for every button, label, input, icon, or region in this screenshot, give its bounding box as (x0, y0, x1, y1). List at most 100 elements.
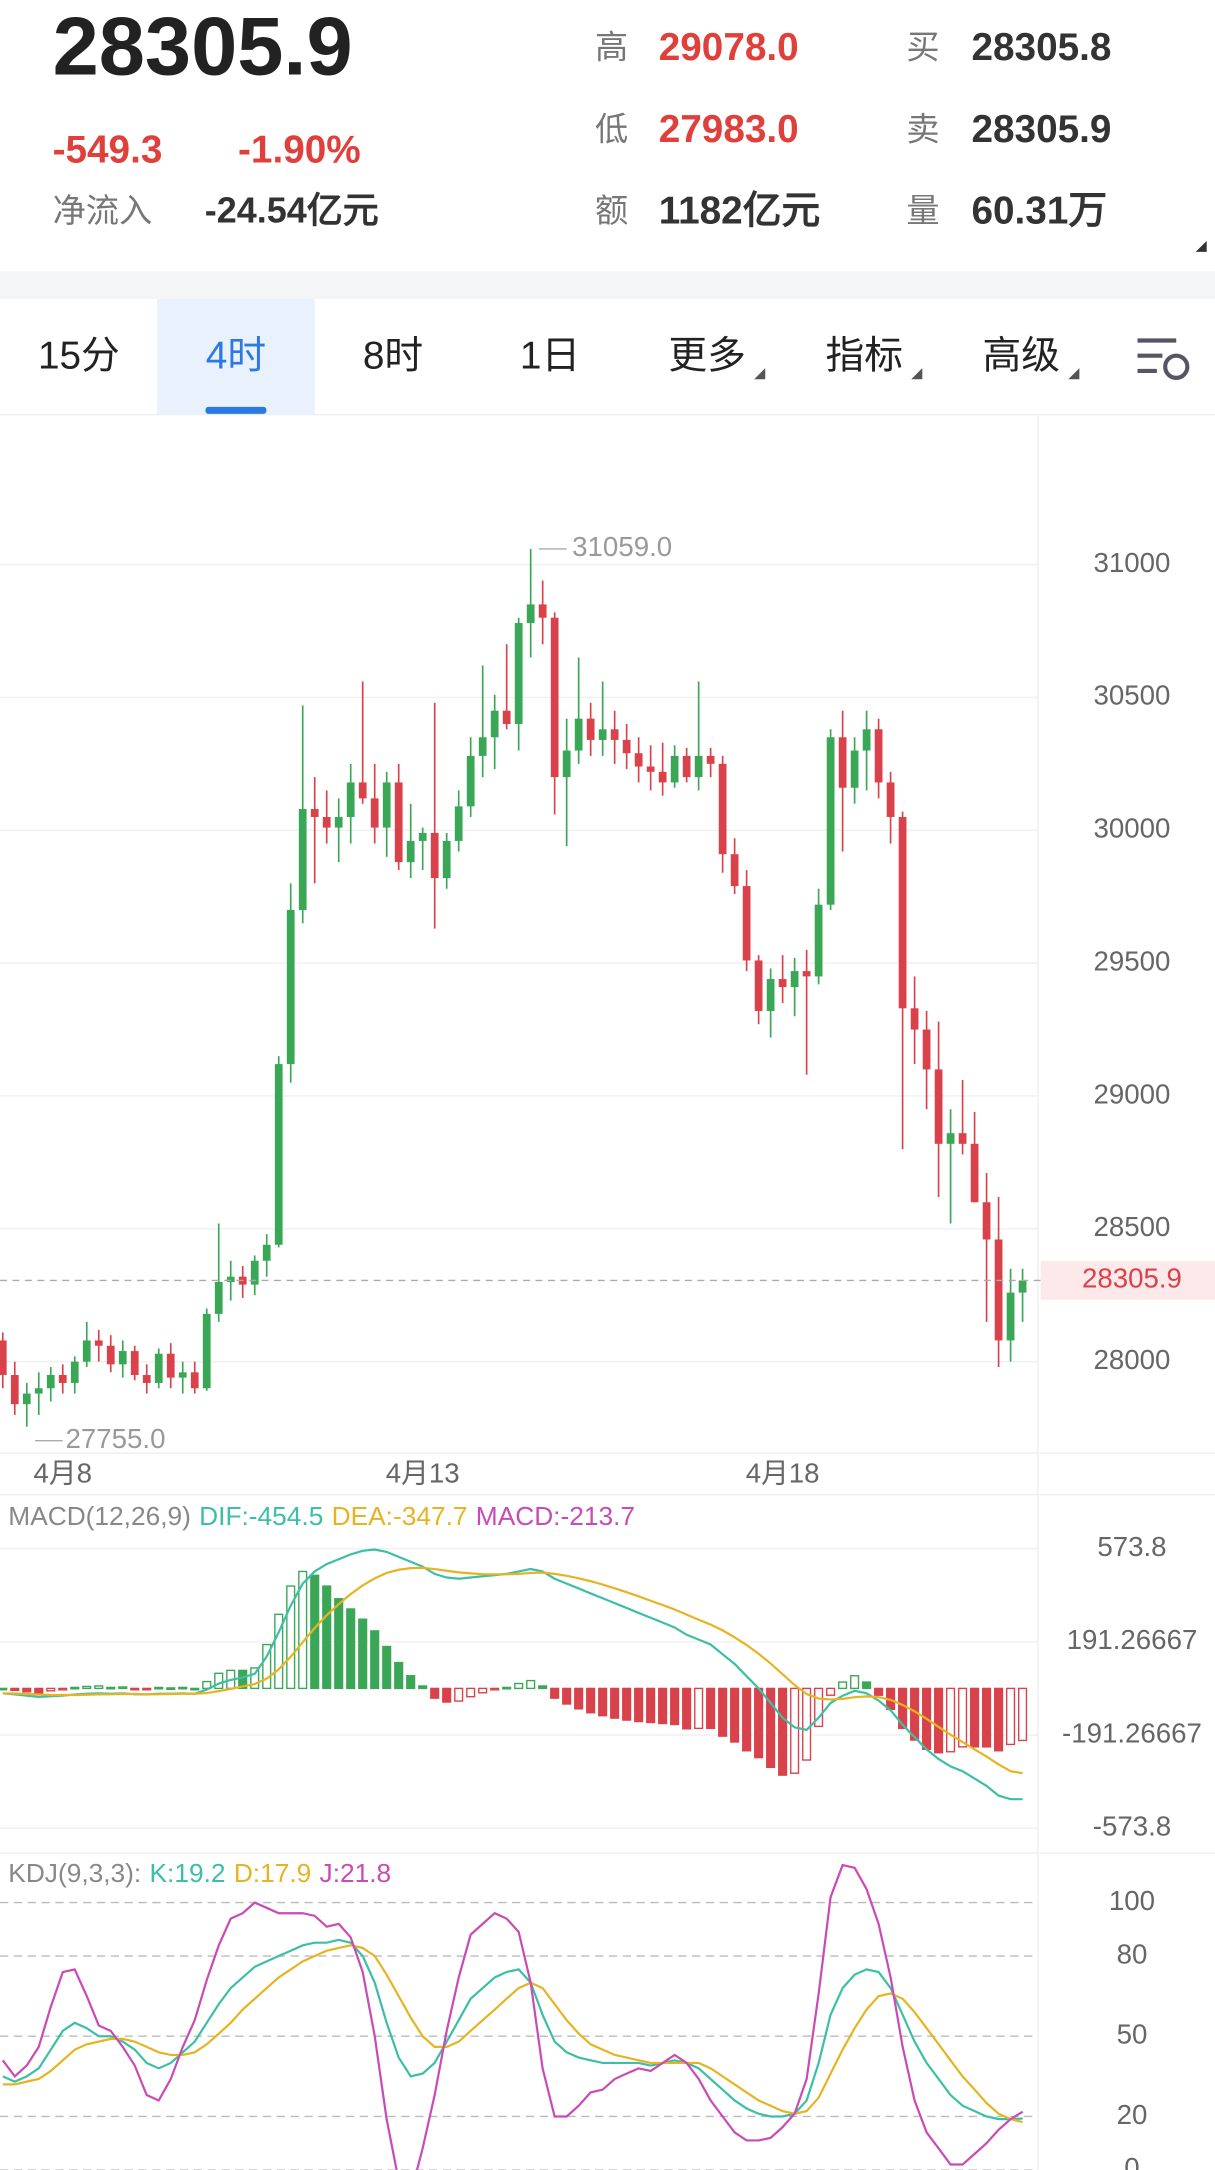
macd-bar (178, 1686, 188, 1690)
pane (0, 1863, 1038, 2170)
macd-bar (622, 1687, 632, 1721)
macd-bar (1006, 1687, 1016, 1746)
y-tick-label: 80 (1117, 1938, 1148, 1969)
candle-body (10, 1374, 19, 1405)
macd-bar (778, 1687, 788, 1776)
tab[interactable]: 指标 (825, 335, 902, 378)
y-tick-label: 29000 (1094, 1078, 1171, 1109)
macd-bar (58, 1687, 68, 1691)
tab[interactable]: 8时 (363, 335, 423, 378)
candle-body (262, 1244, 271, 1261)
y-tick-label: 0 (1124, 2152, 1139, 2170)
x-tick-label: 4月8 (34, 1458, 92, 1489)
y-tick-label: -573.8 (1093, 1811, 1171, 1842)
candle-body (994, 1239, 1003, 1341)
macd-bar (298, 1570, 308, 1690)
macd-bar (286, 1585, 296, 1690)
settings-icon[interactable] (1137, 338, 1190, 380)
candle-body (790, 971, 799, 988)
candle-body (322, 816, 331, 828)
macd-bar (454, 1687, 464, 1702)
macd-bar (82, 1685, 92, 1690)
macd-bar (982, 1687, 992, 1748)
macd-bar (190, 1687, 200, 1691)
macd-bar (658, 1687, 668, 1725)
candle-body (562, 750, 571, 778)
max-label: 31059.0 (572, 531, 672, 562)
candle-body (646, 766, 655, 772)
macd-bar (730, 1687, 740, 1743)
stat-label: 量 (906, 193, 939, 230)
candle-body (142, 1374, 151, 1383)
candle-body (502, 710, 511, 724)
min-label: 27755.0 (66, 1423, 166, 1454)
tab[interactable]: 高级 (983, 335, 1060, 378)
tab[interactable]: 1日 (520, 335, 580, 378)
candle-body (286, 909, 295, 1065)
candle-body (190, 1372, 199, 1389)
candle-body (622, 739, 631, 754)
candle-body (22, 1393, 31, 1405)
candle-body (1006, 1292, 1015, 1341)
tab-active-bg (157, 298, 315, 416)
candle-body (730, 854, 739, 887)
inflow: -24.54亿元 (205, 190, 379, 231)
macd-bar (478, 1687, 488, 1694)
candle-body (934, 1069, 943, 1144)
tab[interactable]: 15分 (38, 335, 120, 378)
y-tick-label: 191.26667 (1067, 1624, 1198, 1655)
macd-bar (610, 1687, 620, 1719)
macd-bar (214, 1672, 224, 1690)
macd-bar (466, 1687, 476, 1698)
macd-bar (322, 1585, 332, 1690)
stat-label: 高 (595, 30, 628, 67)
candle-body (202, 1313, 211, 1389)
candle-body (490, 710, 499, 738)
indicator-line (2, 1938, 1023, 2121)
macd-bar (970, 1687, 980, 1748)
legend-title: MACD(12,26,9) (8, 1501, 191, 1531)
candle-body (358, 782, 367, 799)
candle-body (346, 782, 355, 817)
candle-body (682, 755, 691, 778)
macd-bar (238, 1669, 248, 1690)
macd-bar (502, 1686, 512, 1690)
last-price-tag (1040, 1261, 1215, 1300)
legend: KDJ(9,3,3): K:19.2 D:17.9 J:21.8 (8, 1858, 391, 1888)
candle-body (370, 798, 379, 828)
candle-body (466, 755, 475, 807)
macd-bar (562, 1687, 572, 1705)
tab[interactable]: 4时 (206, 335, 266, 378)
candle-body (718, 763, 727, 855)
macd-bar (46, 1687, 56, 1692)
y-tick-label: 28500 (1094, 1211, 1171, 1242)
candle-body (586, 718, 595, 740)
macd-bar (250, 1667, 260, 1690)
y-tick-label: 30500 (1094, 680, 1171, 711)
inflow-label: 净流入 (53, 193, 153, 230)
macd-bar (646, 1687, 656, 1724)
macd-bar (10, 1687, 20, 1692)
macd-bar (850, 1675, 860, 1690)
y-tick-label: 100 (1109, 1885, 1155, 1916)
macd-bar (802, 1687, 812, 1761)
candle-body (598, 729, 607, 740)
candle-body (418, 832, 427, 841)
macd-bar (742, 1687, 752, 1752)
stat-value: 1182亿元 (659, 189, 821, 232)
y-tick-label: 30000 (1094, 813, 1171, 844)
expand-icon[interactable] (1195, 240, 1207, 252)
tab[interactable]: 更多 (668, 335, 745, 378)
candle-body (118, 1351, 127, 1365)
candle-body (874, 729, 883, 783)
candle-body (838, 737, 847, 788)
legend-entry: D:17.9 (234, 1858, 311, 1888)
candle-body (310, 809, 319, 817)
candle-body (514, 623, 523, 724)
candle-body (274, 1064, 283, 1245)
macd-bar (574, 1687, 584, 1710)
macd-bar (826, 1687, 836, 1696)
change: -549.3 (53, 129, 163, 172)
macd-bar (934, 1687, 944, 1754)
